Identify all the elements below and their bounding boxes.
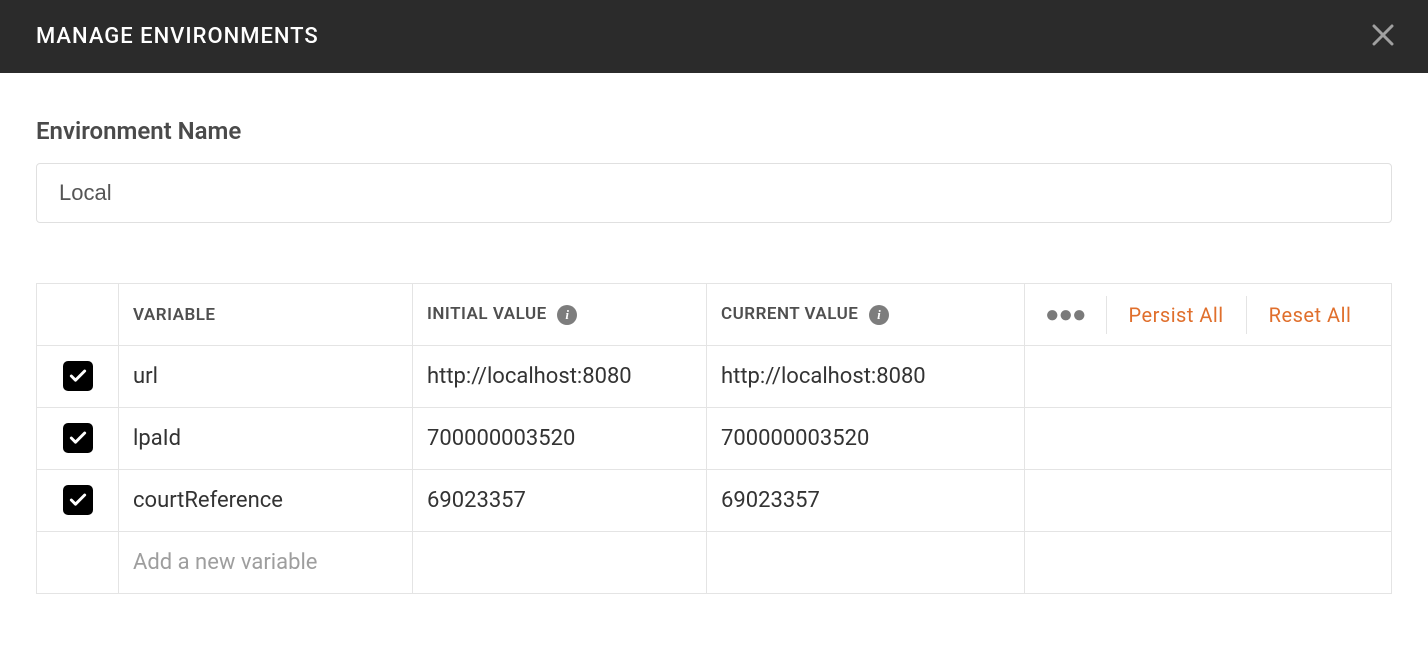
initial-value-cell[interactable]: 69023357: [413, 470, 707, 532]
variable-cell[interactable]: courtReference: [119, 470, 413, 532]
modal-content: Environment Name VARIABLE INITIAL VALUE …: [0, 73, 1428, 594]
new-variable-cell[interactable]: [119, 532, 413, 594]
col-header-checkbox: [37, 284, 119, 346]
actions-cell: [1025, 346, 1392, 408]
current-value-cell[interactable]: http://localhost:8080: [707, 346, 1025, 408]
checkbox-cell: [37, 470, 119, 532]
new-initial-value-cell[interactable]: [413, 532, 707, 594]
current-value-cell[interactable]: 69023357: [707, 470, 1025, 532]
enabled-checkbox[interactable]: [63, 361, 93, 391]
actions-cell: [1025, 408, 1392, 470]
variables-table-container: VARIABLE INITIAL VALUE i CURRENT VALUE i…: [36, 283, 1392, 594]
col-header-actions: ●●● Persist All Reset All: [1025, 284, 1392, 346]
persist-all-button[interactable]: Persist All: [1107, 296, 1246, 334]
new-variable-input[interactable]: [133, 550, 398, 575]
close-icon[interactable]: [1368, 19, 1398, 55]
enabled-checkbox[interactable]: [63, 423, 93, 453]
initial-value-cell[interactable]: http://localhost:8080: [413, 346, 707, 408]
reset-all-button[interactable]: Reset All: [1246, 296, 1374, 334]
initial-value-cell[interactable]: 700000003520: [413, 408, 707, 470]
variables-table: VARIABLE INITIAL VALUE i CURRENT VALUE i…: [36, 283, 1392, 594]
table-row: courtReference6902335769023357: [37, 470, 1392, 532]
col-header-current-label: CURRENT VALUE: [721, 304, 858, 324]
table-row: urlhttp://localhost:8080http://localhost…: [37, 346, 1392, 408]
info-icon[interactable]: i: [557, 305, 577, 325]
checkbox-cell: [37, 532, 119, 594]
checkbox-cell: [37, 408, 119, 470]
variable-cell[interactable]: url: [119, 346, 413, 408]
table-row: lpaId700000003520700000003520: [37, 408, 1392, 470]
env-name-input[interactable]: [36, 163, 1392, 223]
actions-cell: [1025, 470, 1392, 532]
modal-title: MANAGE ENVIRONMENTS: [36, 24, 319, 49]
current-value-cell[interactable]: 700000003520: [707, 408, 1025, 470]
enabled-checkbox[interactable]: [63, 485, 93, 515]
col-header-initial-label: INITIAL VALUE: [427, 304, 547, 324]
col-header-variable: VARIABLE: [119, 284, 413, 346]
col-header-initial: INITIAL VALUE i: [413, 284, 707, 346]
info-icon[interactable]: i: [869, 305, 889, 325]
actions-cell: [1025, 532, 1392, 594]
variable-cell[interactable]: lpaId: [119, 408, 413, 470]
more-actions-icon[interactable]: ●●●: [1025, 296, 1107, 334]
env-name-label: Environment Name: [36, 117, 1392, 145]
col-header-current: CURRENT VALUE i: [707, 284, 1025, 346]
modal-header: MANAGE ENVIRONMENTS: [0, 0, 1428, 73]
new-variable-row: [37, 532, 1392, 594]
new-current-value-cell[interactable]: [707, 532, 1025, 594]
checkbox-cell: [37, 346, 119, 408]
